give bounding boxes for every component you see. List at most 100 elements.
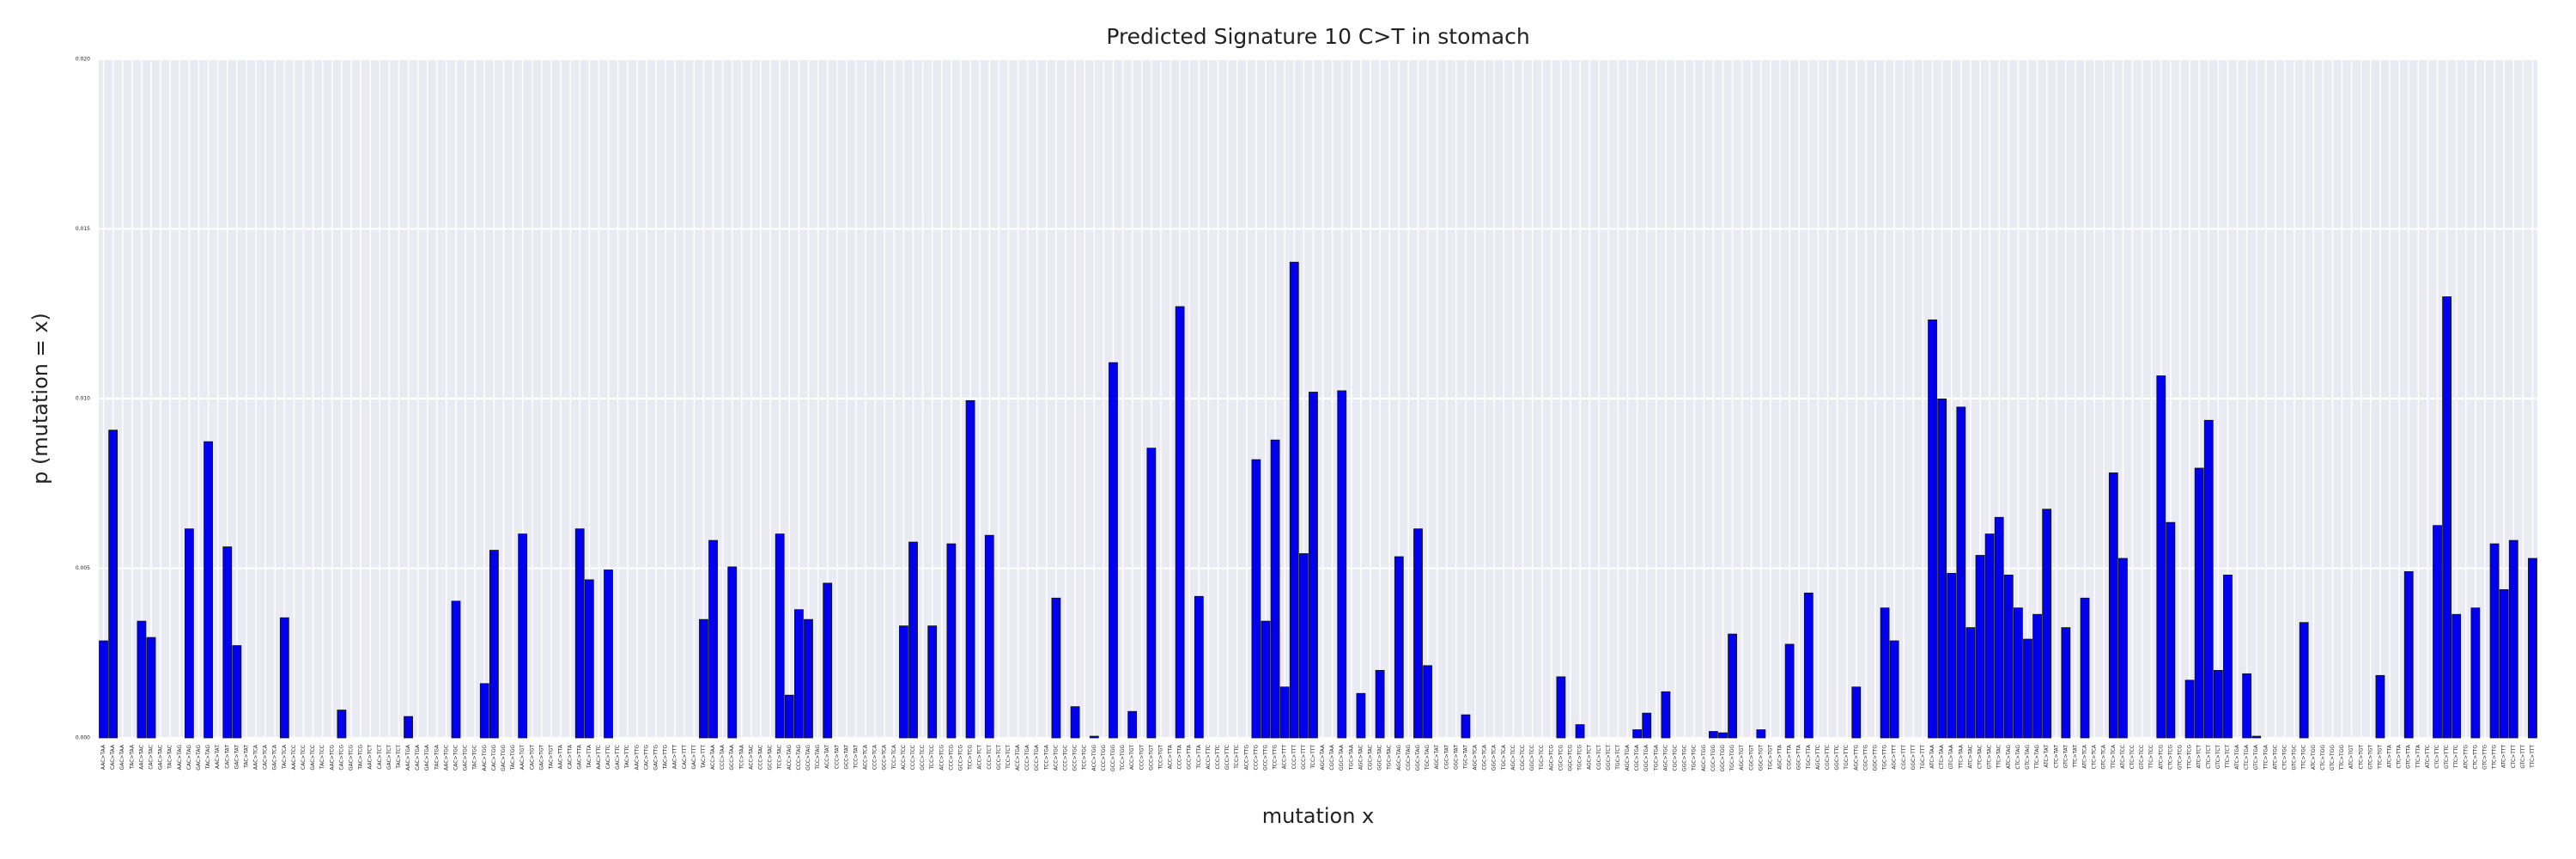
bar — [1461, 714, 1471, 739]
x-tick-label: TTC>TCC — [2148, 745, 2154, 770]
bar — [1375, 669, 1385, 739]
x-tick-label: TGC>TGG — [1729, 745, 1735, 772]
x-tick-label: GCC>TTG — [1262, 745, 1268, 771]
bar — [99, 640, 108, 739]
x-tick-label: TGC>TAA — [1348, 744, 1354, 771]
bar — [1642, 712, 1652, 739]
bar — [584, 579, 594, 739]
x-tick-label: GAC>TTT — [691, 745, 697, 770]
x-tick-label: GGC>TAT — [1453, 745, 1459, 770]
x-tick-label: AGC>TTA — [1777, 744, 1783, 770]
x-tick-label: ACC>TCT — [977, 745, 983, 770]
x-tick-label: CAC>TAT — [224, 745, 230, 769]
x-tick-label: CAC>TGC — [453, 745, 459, 771]
bar — [1947, 573, 1957, 739]
bar — [1880, 607, 1890, 739]
x-tick-label: GAC>TAC — [158, 745, 164, 770]
x-tick-label: CCC>TTC — [1215, 745, 1221, 770]
x-tick-label: GCC>TCG — [957, 745, 963, 771]
x-tick-label: GGC>TTC — [1834, 745, 1840, 771]
x-tick-label: TAC>TAG — [205, 745, 211, 771]
bar — [1851, 686, 1862, 739]
x-tick-label: CAC>TAA — [110, 744, 116, 770]
x-tick-label: ACC>TTA — [1168, 744, 1174, 769]
bar — [2528, 557, 2537, 739]
x-tick-label: CCC>TAC — [758, 745, 764, 770]
x-tick-label: TGC>TAC — [1387, 745, 1393, 771]
x-tick-label: CAC>TGT — [529, 745, 535, 771]
x-tick-label: TTC>TGG — [2339, 745, 2345, 771]
x-tick-label: GGC>TCG — [1567, 745, 1573, 771]
x-tick-label: ACC>TAG — [787, 745, 793, 771]
bar — [146, 637, 156, 739]
x-tick-label: ATC>TTA — [2387, 744, 2393, 768]
bar — [2042, 509, 2052, 739]
x-tick-label: AAC>TAT — [215, 745, 221, 769]
x-tick-label: ATC>TGG — [2311, 745, 2317, 770]
bar — [1175, 306, 1185, 739]
bar — [2156, 375, 2166, 739]
x-tick-label: TAC>TAA — [129, 744, 135, 770]
y-tick-label: 0.010 — [76, 396, 90, 402]
x-tick-label: GAC>TAT — [234, 745, 240, 770]
x-tick-label: CAC>TCC — [301, 745, 307, 770]
x-tick-label: CAC>TCG — [338, 745, 344, 771]
x-tick-label: TTC>TAC — [1996, 745, 2002, 769]
x-tick-label: GGC>TTG — [1872, 745, 1878, 771]
bar — [984, 534, 994, 739]
x-tick-label: GCC>TTC — [1224, 745, 1230, 770]
x-tick-label: GGC>TCA — [1492, 744, 1498, 771]
bar — [1309, 392, 1318, 739]
x-tick-label: GAC>TTC — [615, 745, 621, 770]
y-tick-label: 0.020 — [76, 57, 90, 63]
x-tick-label: TTC>TAA — [1958, 744, 1964, 770]
x-tick-label: CGC>TCG — [1558, 745, 1564, 771]
y-tick-label: 0.015 — [76, 226, 90, 232]
bar — [232, 645, 242, 739]
x-tick-label: CCC>TCG — [948, 745, 954, 771]
x-tick-label: CGC>TAC — [1368, 745, 1374, 770]
x-tick-label: ATC>TTG — [2463, 745, 2469, 769]
x-tick-label: TCC>TCA — [891, 744, 897, 770]
x-tick-label: CCC>TCC — [910, 745, 916, 770]
x-tick-label: TCC>TCC — [929, 745, 935, 770]
bar — [699, 618, 708, 739]
x-tick-label: TAC>TTC — [624, 745, 630, 769]
x-tick-label: TTC>TTA — [2415, 744, 2421, 769]
bar — [1928, 319, 1937, 739]
x-tick-label: ACC>TCA — [863, 744, 869, 770]
x-tick-label: CAC>TGG — [491, 745, 497, 771]
x-tick-label: ATC>TGC — [2272, 745, 2278, 770]
bar — [1965, 627, 1976, 739]
x-tick-label: AGC>TGC — [1662, 745, 1668, 771]
x-tick-label: ATC>TAG — [2006, 745, 2012, 769]
bar — [1070, 706, 1080, 739]
x-tick-label: TCC>TAA — [738, 744, 744, 770]
x-tick-label: TTC>TCA — [2111, 744, 2117, 770]
bar — [1251, 459, 1261, 739]
bar — [2203, 419, 2214, 739]
bar — [1423, 665, 1432, 739]
x-tick-label: ACC>TTG — [1243, 745, 1249, 771]
bar — [1718, 732, 1728, 739]
bar — [793, 609, 804, 739]
bar — [2080, 597, 2090, 739]
bar — [2194, 467, 2204, 739]
x-tick-label: GGC>TTT — [1911, 745, 1917, 771]
x-tick-label: AGC>TTT — [1892, 745, 1898, 770]
bar — [1661, 691, 1671, 739]
bar — [1394, 556, 1404, 739]
x-tick-label: CTC>TCC — [2129, 745, 2136, 769]
x-tick-label: CGC>TCC — [1520, 745, 1526, 771]
x-tick-label: CTC>TGC — [2282, 745, 2288, 770]
x-tick-label: CGC>TAG — [1406, 745, 1412, 771]
x-tick-label: GCC>TGA — [1034, 744, 1040, 771]
bar — [1356, 692, 1366, 739]
bar — [1146, 448, 1157, 739]
x-tick-label: TTC>TTT — [2530, 745, 2536, 769]
x-tick-label: ATC>TCC — [2120, 745, 2126, 769]
x-tick-label: AAC>TCT — [368, 745, 374, 770]
bar — [927, 625, 938, 739]
x-tick-label: CCC>TCT — [987, 745, 993, 770]
bar — [804, 618, 813, 739]
